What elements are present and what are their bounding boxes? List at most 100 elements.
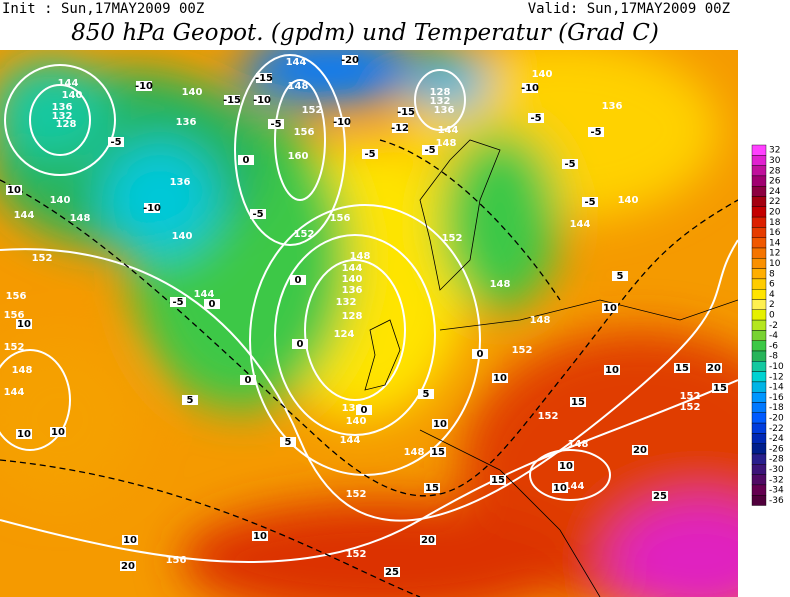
temperature-label: 25	[653, 491, 667, 502]
temperature-label-group: 10	[50, 427, 66, 438]
geopotential-label: 132	[430, 96, 451, 107]
temperature-label: 10	[17, 429, 31, 440]
temperature-label: 20	[707, 363, 721, 374]
colorbar-swatch	[751, 433, 767, 444]
temperature-label-group: -15	[255, 73, 273, 84]
geopotential-label: 152	[302, 105, 323, 116]
temperature-label-box	[342, 55, 358, 65]
temperature-label: -10	[521, 83, 539, 94]
temperature-label: -15	[255, 73, 273, 84]
colorbar-label: -30	[769, 465, 784, 475]
temperature-label-box	[334, 117, 350, 127]
temperature-label-box	[424, 483, 440, 493]
temperature-label-group: 10	[602, 303, 618, 314]
colorbar-swatch	[751, 175, 767, 187]
geopotential-label: 148	[288, 81, 309, 92]
temperature-label: 10	[123, 535, 137, 546]
temperature-label: 10	[605, 365, 619, 376]
temperature-label-group: -15	[223, 95, 241, 106]
colorbar-label: -14	[769, 383, 784, 393]
temperature-label: -5	[270, 119, 281, 130]
temperature-label: -5	[584, 197, 595, 208]
geopotential-label: 152	[512, 345, 533, 356]
temperature-label-group: 0	[290, 275, 306, 286]
colorbar-swatch	[751, 484, 767, 496]
geopotential-label: 140	[532, 69, 553, 80]
geopotential-label: 128	[56, 119, 77, 130]
colorbar-label: -32	[769, 475, 784, 485]
geopotential-label: 140	[62, 90, 83, 101]
geopotential-label: 136	[342, 403, 363, 414]
temperature-label: 10	[603, 303, 617, 314]
colorbar-swatch	[751, 185, 767, 197]
colorbar-swatch	[751, 216, 767, 228]
colorbar-label: 6	[769, 280, 775, 290]
temperature-label-group: -10	[333, 117, 351, 128]
temperature-label-box	[6, 185, 22, 195]
geopotential-label: 152	[680, 402, 701, 413]
geopotential-label: 144	[194, 289, 215, 300]
temperature-label-box	[588, 127, 604, 137]
geopotential-label: 144	[340, 435, 361, 446]
temperature-label: 0	[361, 405, 368, 416]
temperature-label-group: 0	[356, 405, 372, 416]
colorbar-label: 26	[769, 177, 781, 187]
temperature-label-box	[224, 95, 240, 105]
colorbar-label: 14	[769, 238, 781, 248]
temperature-label: 10	[559, 461, 573, 472]
geopotential-label: 160	[288, 151, 309, 162]
temperature-label-group: -20	[341, 55, 359, 66]
geopotential-label: 144	[58, 78, 79, 89]
temperature-label-box	[250, 209, 266, 219]
temperature-label: -10	[253, 95, 271, 106]
temperature-label-group: 20	[420, 535, 436, 546]
temperature-label-group: -5	[362, 149, 378, 160]
colorbar-swatch	[751, 289, 767, 300]
colorbar-label: 10	[769, 259, 781, 269]
geopotential-label: 152	[294, 229, 315, 240]
temperature-label-box	[392, 123, 408, 133]
geopotential-label: 144	[342, 263, 363, 274]
temperature-label-box	[108, 137, 124, 147]
geopotential-label: 144	[564, 481, 585, 492]
geopotential-label: 156	[166, 555, 187, 566]
temperature-label-box	[712, 383, 728, 393]
geopotential-label: 140	[50, 195, 71, 206]
temperature-label-box	[170, 297, 186, 307]
temperature-label-group: 20	[120, 561, 136, 572]
colorbar-label: -8	[769, 352, 778, 362]
colorbar-swatch	[751, 258, 767, 269]
temperature-label-group: -5	[268, 119, 284, 130]
geopotential-label: 140	[342, 274, 363, 285]
temperature-label-group: -10	[521, 83, 539, 94]
temperature-label: 10	[433, 419, 447, 430]
colorbar-label: -4	[769, 331, 778, 341]
temperature-label-group: 5	[612, 271, 628, 282]
geopotential-label: 144	[14, 210, 35, 221]
geopotential-label: 152	[538, 411, 559, 422]
temperature-label-box	[356, 405, 372, 415]
colorbar-swatch	[751, 371, 767, 383]
temperature-label-box	[16, 429, 32, 439]
temperature-label-box	[604, 365, 620, 375]
temperature-label-box	[256, 73, 272, 83]
colorbar-label: 12	[769, 249, 780, 259]
colorbar-label: -24	[769, 434, 784, 444]
colorbar-swatch	[751, 443, 767, 455]
temperature-label: 10	[17, 319, 31, 330]
temperature-label-group: 10	[558, 461, 574, 472]
temperature-label-box	[16, 319, 32, 329]
temperature-label-group: 10	[16, 319, 32, 330]
geopotential-label: 156	[330, 213, 351, 224]
temperature-label: 5	[187, 395, 194, 406]
colorbar-label: 18	[769, 218, 781, 228]
temperature-label-box	[362, 149, 378, 159]
temperature-label-box	[558, 461, 574, 471]
temperature-label: -5	[530, 113, 541, 124]
temperature-label: 15	[675, 363, 689, 374]
geopotential-label: 148	[70, 213, 91, 224]
geopotential-label: 136	[52, 102, 73, 113]
temperature-label-box	[562, 159, 578, 169]
temperature-label-box	[268, 119, 284, 129]
temperature-label: -5	[110, 137, 121, 148]
